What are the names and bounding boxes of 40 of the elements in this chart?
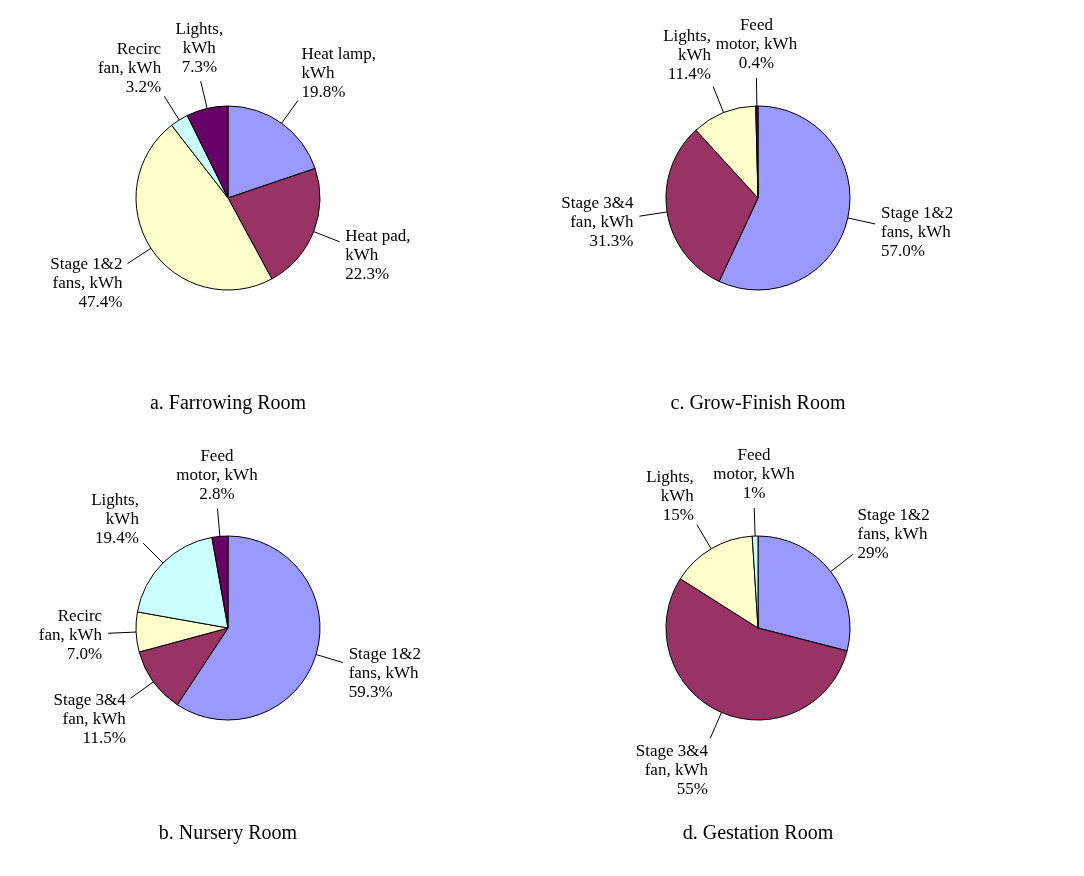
text: d. Gestation Room [681, 821, 835, 844]
data-label: 2.8% [199, 483, 235, 503]
data-label: 19.8% [301, 81, 346, 101]
data-label: 0.4% [738, 53, 775, 73]
data-label: 57.0% [881, 240, 925, 260]
slice-label: Stage 1&2 fans, kWh [348, 644, 421, 682]
slice-label: Lights, kWh [646, 466, 695, 505]
data-label: 47.4% [78, 291, 123, 311]
data-label: 11.5% [82, 727, 126, 747]
data-label: 59.3% [348, 682, 393, 701]
slice-label: Stage 1&2 fans, kWh [881, 202, 954, 241]
slice-label: Stage 3&4 fan, kWh [635, 741, 709, 780]
slice-label: Stage 3&4 fan, kWh [561, 192, 634, 231]
slice-label: Recirc fan, kWh [97, 38, 162, 77]
data-label: 15% [662, 504, 694, 524]
data-label: 55% [676, 779, 708, 799]
data-label: 11.4% [667, 64, 711, 84]
slice-label: Recirc fan, kWh [38, 606, 103, 645]
data-label: 3.2% [125, 76, 162, 96]
slice-label: Stage 1&2 fans, kWh [50, 253, 123, 292]
slice-label: Heat lamp, kWh [301, 43, 377, 82]
data-label: 31.3% [589, 230, 634, 250]
slice-label: Feed motor, kWh [715, 15, 798, 54]
slice-label: Feed motor, kWh [176, 445, 259, 484]
slice-label: Heat pad, kWh [345, 225, 411, 264]
slice-label: Lights, kWh [663, 26, 712, 65]
data-label: 29% [857, 542, 889, 562]
data-label: 7.3% [181, 57, 218, 77]
data-label: 19.4% [94, 528, 139, 548]
text: a. Farrowing Room [148, 391, 308, 414]
data-label: 7.0% [66, 644, 103, 664]
data-label: 22.3% [345, 263, 390, 283]
slice-label: Stage 3&4 fan, kWh [53, 689, 127, 728]
data-label: 1% [742, 483, 766, 503]
slice-label: Feed motor, kWh [713, 445, 796, 484]
text: c. Grow-Finish Room [669, 391, 847, 414]
text: b. Nursery Room [157, 821, 299, 844]
slice-label: Lights, kWh [175, 19, 224, 58]
slice-label: Lights, kWh [91, 490, 140, 529]
slice-label: Stage 1&2 fans, kWh [857, 504, 930, 543]
